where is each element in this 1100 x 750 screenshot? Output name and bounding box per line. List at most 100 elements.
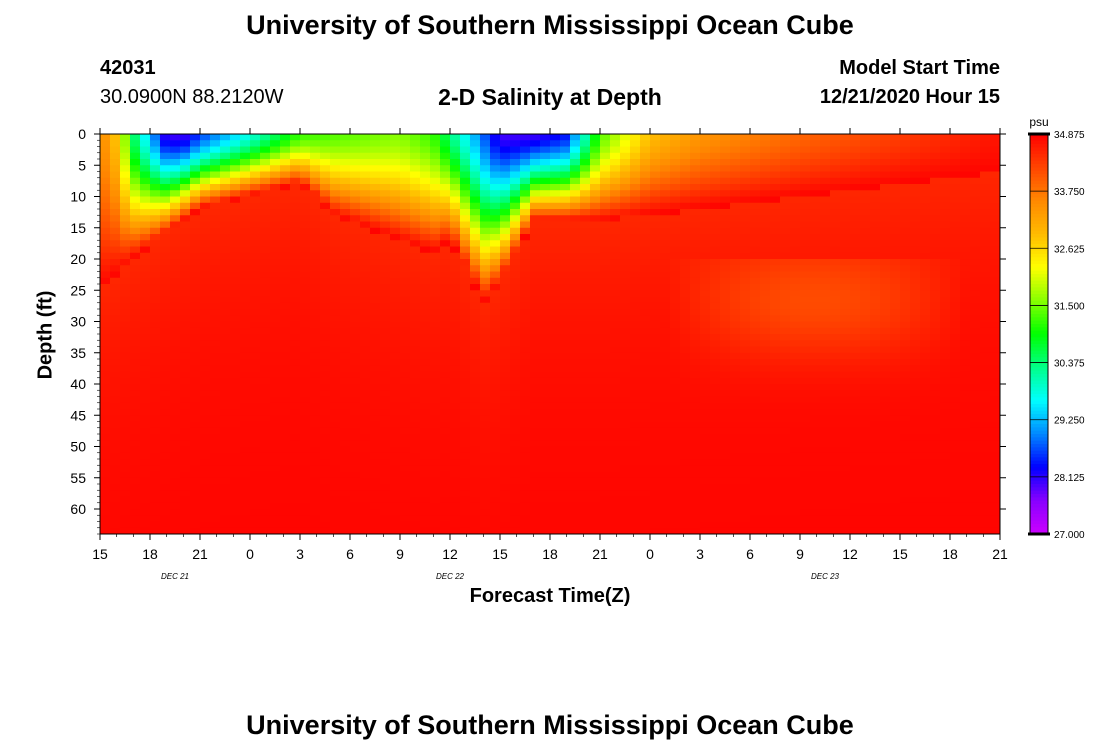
heatmap-cell	[100, 390, 111, 398]
heatmap-cell	[470, 515, 481, 523]
heatmap-cell	[140, 371, 151, 379]
heatmap-cell	[160, 215, 171, 223]
heatmap-cell	[170, 415, 181, 423]
heatmap-cell	[870, 427, 881, 435]
heatmap-cell	[310, 290, 321, 298]
heatmap-cell	[620, 215, 631, 223]
heatmap-cell	[350, 340, 361, 348]
heatmap-cell	[360, 334, 371, 341]
heatmap-cell	[490, 240, 501, 248]
heatmap-cell	[500, 509, 511, 516]
heatmap-cell	[630, 527, 641, 534]
heatmap-cell	[410, 202, 421, 210]
heatmap-cell	[100, 484, 111, 491]
heatmap-cell	[710, 509, 721, 516]
heatmap-cell	[490, 165, 501, 173]
heatmap-cell	[430, 390, 441, 398]
heatmap-cell	[150, 509, 161, 516]
heatmap-cell	[460, 146, 471, 154]
heatmap-cell	[250, 152, 261, 160]
heatmap-cell	[630, 234, 641, 241]
heatmap-cell	[830, 446, 841, 454]
heatmap-cell	[690, 452, 701, 460]
heatmap-cell	[360, 221, 371, 229]
heatmap-cell	[340, 459, 351, 466]
heatmap-cell	[130, 490, 141, 498]
heatmap-cell	[740, 252, 751, 260]
heatmap-cell	[410, 384, 421, 391]
heatmap-cell	[870, 359, 881, 366]
heatmap-cell	[340, 215, 351, 223]
heatmap-cell	[510, 171, 521, 179]
heatmap-cell	[270, 134, 281, 141]
heatmap-cell	[630, 152, 641, 160]
heatmap-cell	[200, 471, 211, 479]
heatmap-cell	[760, 409, 771, 416]
heatmap-cell	[370, 152, 381, 160]
heatmap-cell	[670, 209, 681, 216]
heatmap-cell	[390, 134, 401, 141]
heatmap-cell	[130, 215, 141, 223]
heatmap-cell	[690, 377, 701, 385]
heatmap-cell	[160, 477, 171, 485]
heatmap-cell	[180, 334, 191, 341]
heatmap-cell	[410, 165, 421, 173]
heatmap-cell	[280, 321, 291, 329]
heatmap-cell	[190, 521, 201, 529]
heatmap-cell	[770, 384, 781, 391]
heatmap-cell	[150, 196, 161, 204]
heatmap-cell	[530, 252, 541, 260]
heatmap-cell	[490, 334, 501, 341]
heatmap-cell	[350, 409, 361, 416]
heatmap-cell	[690, 477, 701, 485]
heatmap-cell	[580, 252, 591, 260]
heatmap-cell	[290, 321, 301, 329]
heatmap-cell	[180, 246, 191, 254]
heatmap-cell	[220, 371, 231, 379]
heatmap-cell	[100, 315, 111, 323]
heatmap-cell	[230, 365, 241, 373]
heatmap-cell	[440, 396, 451, 404]
heatmap-cell	[700, 215, 711, 223]
heatmap-cell	[480, 371, 491, 379]
heatmap-cell	[840, 327, 851, 335]
heatmap-cell	[410, 477, 421, 485]
heatmap-cell	[810, 227, 821, 235]
heatmap-cell	[550, 502, 561, 510]
heatmap-cell	[740, 477, 751, 485]
heatmap-cell	[530, 484, 541, 491]
heatmap-cell	[810, 240, 821, 248]
heatmap-cell	[730, 509, 741, 516]
heatmap-cell	[500, 402, 511, 410]
heatmap-cell	[590, 465, 601, 473]
heatmap-cell	[300, 146, 311, 154]
heatmap-cell	[830, 227, 841, 235]
heatmap-cell	[440, 227, 451, 235]
heatmap-cell	[110, 296, 121, 304]
heatmap-cell	[330, 384, 341, 391]
heatmap-cell	[570, 521, 581, 529]
heatmap-cell	[260, 140, 271, 148]
heatmap-cell	[140, 421, 151, 429]
heatmap-cell	[430, 221, 441, 229]
heatmap-cell	[750, 484, 761, 491]
heatmap-cell	[720, 271, 731, 279]
heatmap-cell	[300, 234, 311, 241]
heatmap-cell	[450, 521, 461, 529]
heatmap-cell	[510, 527, 521, 534]
heatmap-cell	[810, 334, 821, 341]
heatmap-cell	[540, 159, 551, 166]
heatmap-cell	[220, 421, 231, 429]
heatmap-cell	[740, 409, 751, 416]
heatmap-cell	[360, 271, 371, 279]
heatmap-cell	[530, 371, 541, 379]
heatmap-cell	[690, 259, 701, 266]
heatmap-cell	[610, 427, 621, 435]
heatmap-cell	[230, 152, 241, 160]
heatmap-cell	[150, 427, 161, 435]
heatmap-cell	[340, 152, 351, 160]
heatmap-cell	[400, 346, 411, 354]
heatmap-cell	[100, 452, 111, 460]
heatmap-cell	[750, 159, 761, 166]
heatmap-cell	[760, 490, 771, 498]
